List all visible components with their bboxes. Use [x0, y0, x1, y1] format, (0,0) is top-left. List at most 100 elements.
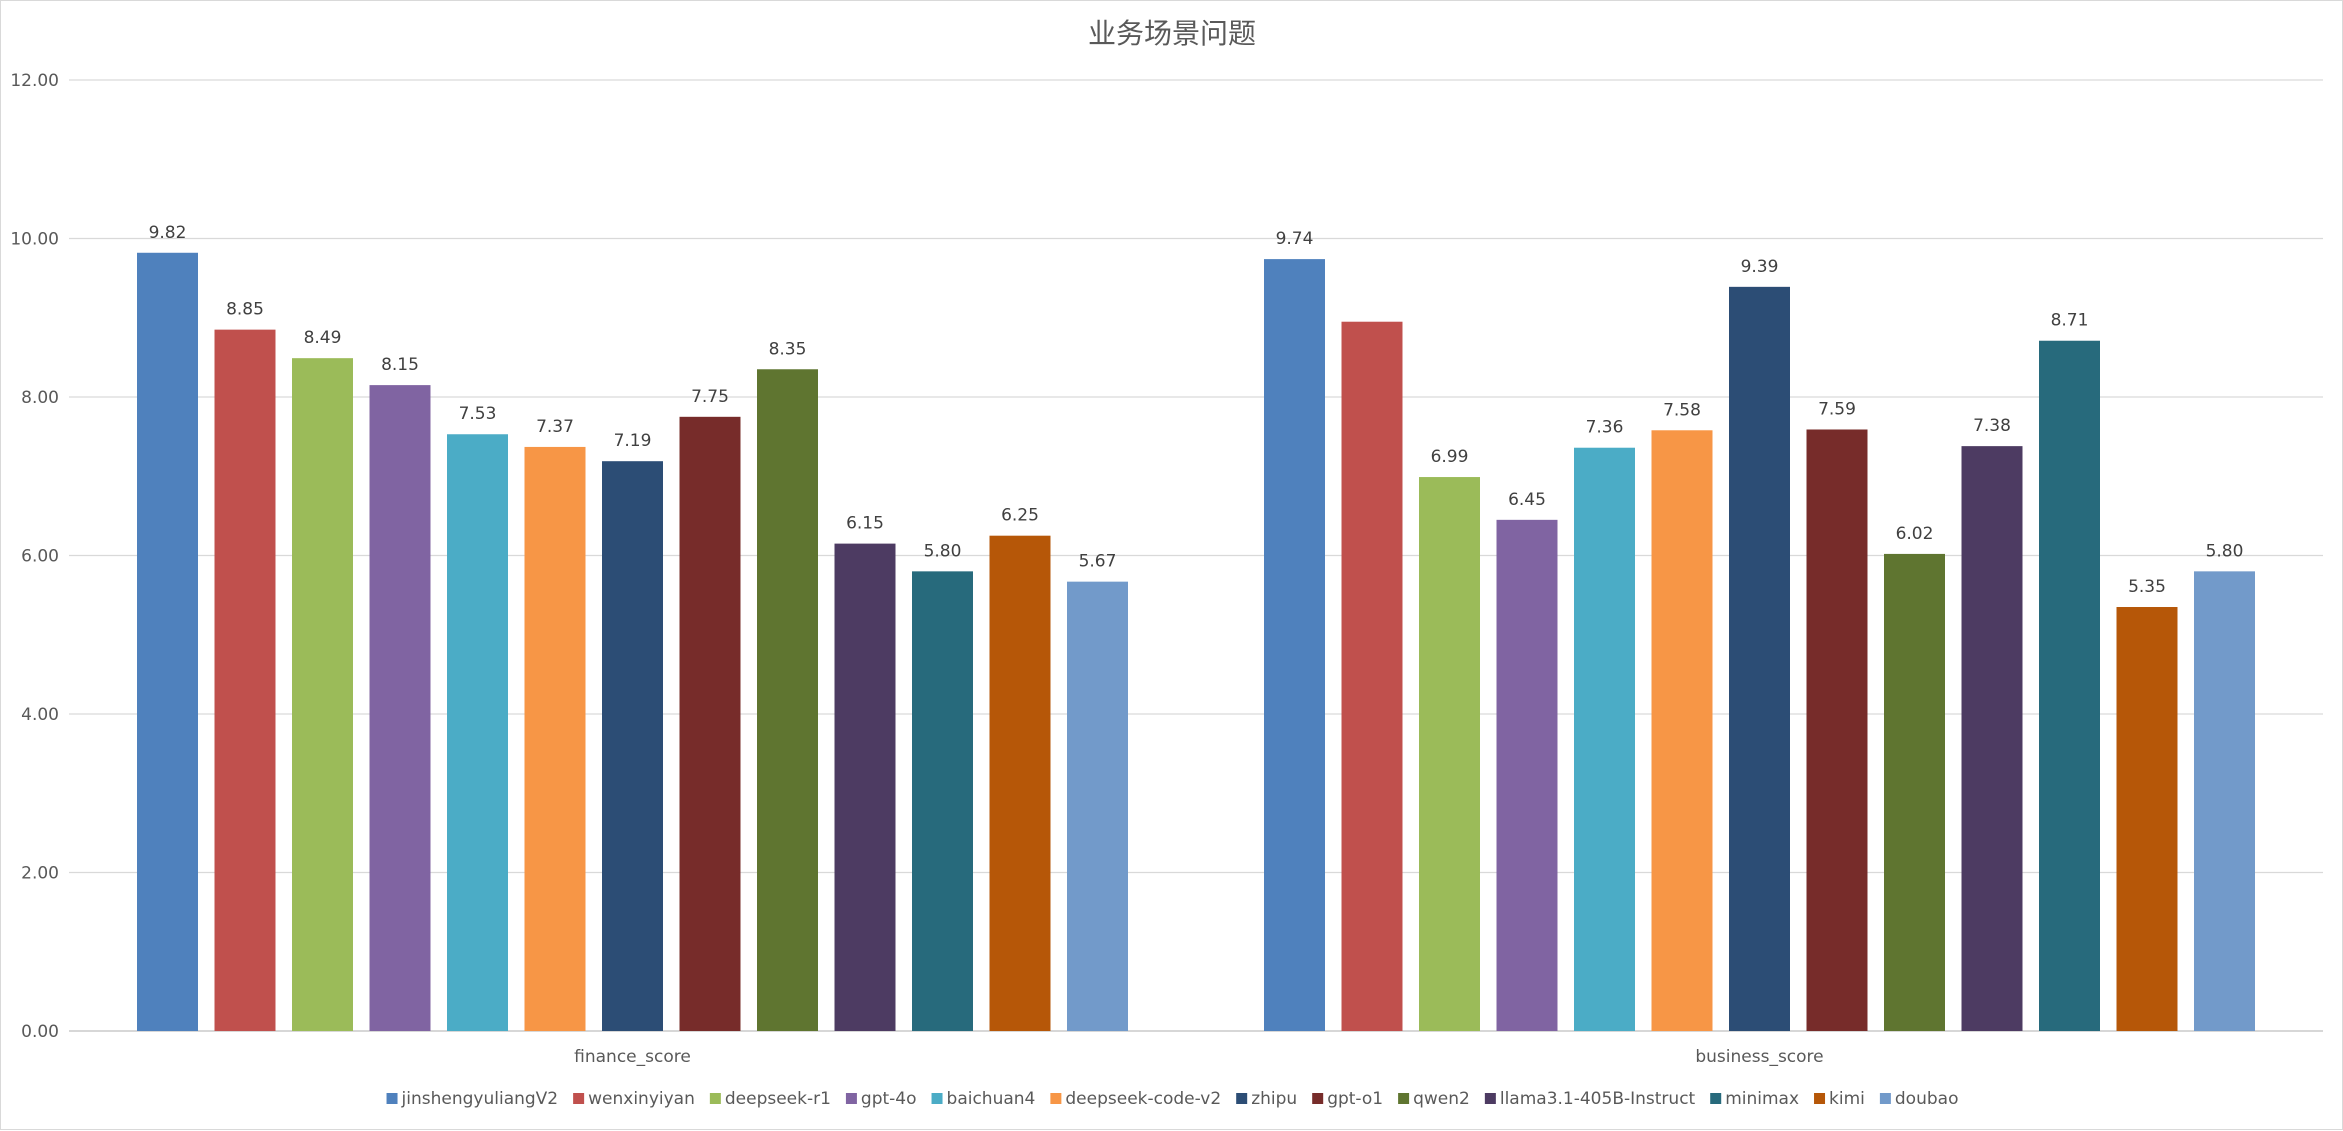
legend-label: minimax	[1725, 1089, 1799, 1109]
legend-label: wenxinyiyan	[588, 1089, 695, 1109]
bar-doubao-business_score	[2194, 571, 2255, 1031]
data-label: 7.53	[459, 404, 497, 424]
bar-minimax-business_score	[2039, 340, 2100, 1031]
bar-deepseek-code-v2-finance_score	[524, 446, 586, 1031]
legend-swatch	[931, 1093, 943, 1104]
bar-baichuan4-business_score	[1574, 447, 1635, 1032]
legend-label: doubao	[1895, 1089, 1959, 1109]
bar-wenxinyiyan-business_score	[1341, 321, 1403, 1031]
legend-item: deepseek-code-v2	[1050, 1089, 1221, 1109]
data-label: 8.49	[304, 328, 342, 348]
bar-llama3.1-405B-Instruct-business_score	[1961, 446, 2023, 1031]
legend: jinshengyuliangV2 wenxinyiyan deepseek-r1 g…	[386, 1089, 1959, 1109]
bar-zhipu-finance_score	[602, 461, 663, 1031]
data-label: 5.35	[2128, 577, 2166, 597]
data-label: 5.67	[1079, 552, 1117, 572]
legend-label: deepseek-code-v2	[1065, 1089, 1221, 1109]
data-label: 7.75	[691, 387, 729, 407]
data-label: 8.15	[381, 355, 419, 375]
bar-wenxinyiyan-finance_score	[214, 329, 276, 1031]
data-label: 5.80	[924, 541, 962, 561]
legend-item: gpt-o1	[1312, 1089, 1383, 1109]
legend-item: jinshengyuliangV2	[386, 1089, 559, 1109]
bar-kimi-business_score	[2116, 607, 2178, 1031]
legend-label: baichuan4	[947, 1089, 1036, 1109]
data-label: 9.82	[149, 223, 187, 243]
bar-minimax-finance_score	[912, 571, 973, 1031]
category-label: business_score	[1695, 1047, 1823, 1067]
data-label: 9.74	[1276, 229, 1314, 249]
legend-label: llama3.1-405B-Instruct	[1500, 1089, 1696, 1109]
legend-label: jinshengyuliangV2	[401, 1089, 559, 1109]
y-tick-label: 0.00	[21, 1022, 59, 1042]
y-tick-label: 8.00	[21, 388, 59, 408]
legend-swatch	[1236, 1093, 1248, 1104]
data-label: 5.80	[2206, 541, 2244, 561]
bar-jinshengyuliangV2-business_score	[1264, 259, 1325, 1032]
legend-swatch	[1879, 1093, 1891, 1104]
bar-kimi-finance_score	[989, 535, 1051, 1031]
bar-qwen2-finance_score	[757, 369, 818, 1031]
bar-deepseek-r1-business_score	[1419, 477, 1480, 1032]
legend-item: gpt-4o	[845, 1089, 917, 1109]
bar-qwen2-business_score	[1884, 553, 1945, 1031]
y-tick-label: 2.00	[21, 864, 59, 884]
data-label: 8.71	[2051, 311, 2089, 331]
legend-item: deepseek-r1	[709, 1089, 831, 1109]
data-label: 6.15	[846, 514, 884, 534]
legend-swatch	[573, 1093, 585, 1104]
legend-label: gpt-4o	[861, 1089, 917, 1109]
legend-swatch	[1398, 1093, 1410, 1104]
data-label: 6.45	[1508, 490, 1546, 510]
legend-swatch	[1814, 1093, 1826, 1104]
legend-item: doubao	[1879, 1089, 1959, 1109]
data-label: 8.35	[769, 339, 807, 359]
data-label: 8.85	[226, 300, 264, 320]
legend-swatch	[1484, 1093, 1496, 1104]
data-label: 9.39	[1741, 257, 1779, 277]
bar-jinshengyuliangV2-finance_score	[137, 252, 198, 1031]
legend-swatch	[1312, 1093, 1324, 1104]
legend-item: wenxinyiyan	[573, 1089, 695, 1109]
legend-swatch	[1710, 1093, 1722, 1104]
data-label: 6.02	[1896, 524, 1934, 544]
y-tick-label: 10.00	[10, 230, 59, 250]
bar-doubao-finance_score	[1067, 581, 1128, 1031]
bar-llama3.1-405B-Instruct-finance_score	[834, 543, 896, 1031]
legend-item: baichuan4	[931, 1089, 1036, 1109]
category-labels: finance_score business_score	[574, 1047, 1823, 1067]
bar-gpt-4o-finance_score	[369, 385, 431, 1031]
y-tick-label: 4.00	[21, 705, 59, 725]
bar-baichuan4-finance_score	[447, 434, 508, 1031]
legend-swatch	[845, 1093, 857, 1104]
legend-label: gpt-o1	[1327, 1089, 1383, 1109]
data-label: 6.99	[1431, 447, 1469, 467]
bar-gpt-o1-finance_score	[679, 416, 741, 1031]
data-label: 7.59	[1818, 399, 1856, 419]
bar-deepseek-r1-finance_score	[292, 358, 353, 1032]
data-label: 7.19	[614, 431, 652, 451]
data-label: 7.38	[1973, 416, 2011, 436]
data-labels: 9.82 8.85 8.49 8.15 7.53 7.37 7.19 7.75 8.35 6.15…	[149, 223, 2244, 597]
y-tick-label: 6.00	[21, 547, 59, 567]
chart-title: 业务场景问题	[1088, 17, 1256, 50]
legend-item: kimi	[1814, 1089, 1865, 1109]
category-label: finance_score	[574, 1047, 691, 1067]
legend-label: zhipu	[1251, 1089, 1297, 1109]
data-label: 7.58	[1663, 400, 1701, 420]
bar-zhipu-business_score	[1729, 286, 1790, 1031]
legend-label: deepseek-r1	[725, 1089, 831, 1109]
legend-label: kimi	[1829, 1089, 1865, 1109]
gridlines	[69, 79, 2323, 1032]
legend-item: llama3.1-405B-Instruct	[1484, 1089, 1696, 1109]
legend-swatch	[709, 1093, 721, 1104]
data-label: 7.37	[536, 417, 574, 437]
data-label: 6.25	[1001, 506, 1039, 526]
bar-gpt-4o-business_score	[1496, 519, 1558, 1031]
legend-item: minimax	[1710, 1089, 1799, 1109]
legend-item: qwen2	[1398, 1089, 1470, 1109]
legend-swatch	[386, 1093, 398, 1104]
legend-label: qwen2	[1413, 1089, 1470, 1109]
